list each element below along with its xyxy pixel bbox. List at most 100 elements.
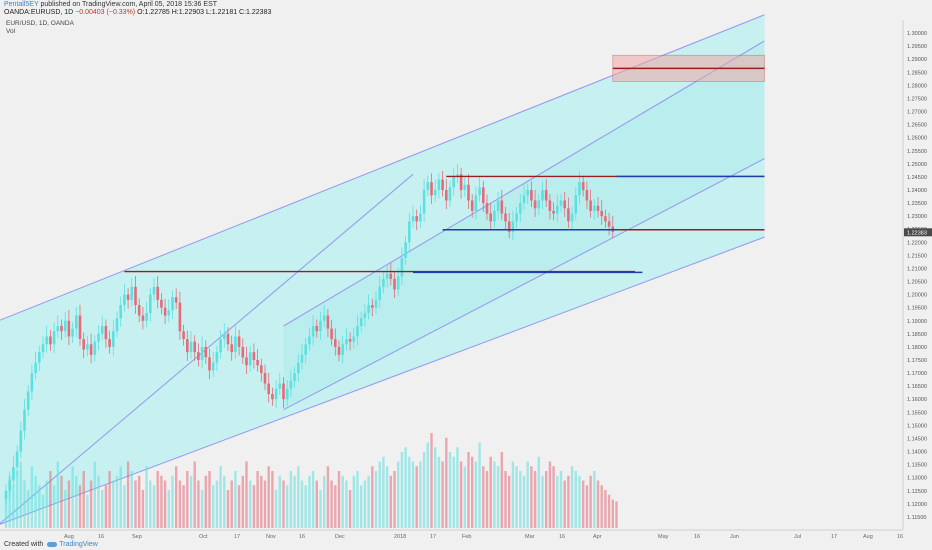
candle-body <box>489 213 492 222</box>
author-link[interactable]: Pentall5EY <box>4 1 39 8</box>
volume-bar <box>182 485 185 528</box>
volume-bar <box>471 456 474 528</box>
candle-body <box>297 362 300 374</box>
volume-bar <box>341 475 344 528</box>
volume-bar <box>441 461 444 528</box>
legend-series[interactable]: EUR/USD, 1D, OANDA <box>6 20 74 27</box>
volume-bar <box>149 480 152 528</box>
volume-bar <box>448 452 452 528</box>
volume-bar <box>23 480 26 528</box>
volume-bar <box>19 461 22 528</box>
volume-bar <box>126 461 130 528</box>
candle-body <box>448 187 452 201</box>
candle-body <box>559 200 563 206</box>
candle-body <box>234 336 237 353</box>
candle-body <box>537 200 541 209</box>
candle-body <box>544 190 548 201</box>
candle-body <box>215 352 219 363</box>
candle-body <box>123 294 126 306</box>
candle-body <box>500 200 504 214</box>
candle-body <box>152 286 156 295</box>
volume-bar <box>611 499 614 528</box>
candle-body <box>193 341 196 353</box>
volume-bar <box>152 485 156 528</box>
price-tick-label: 1.18000 <box>907 345 927 351</box>
legend-volume[interactable]: Vol <box>6 28 16 35</box>
candle-body <box>134 286 137 306</box>
price-tick-label: 1.19500 <box>907 306 927 312</box>
candle-body <box>563 200 566 209</box>
volume-bar <box>385 466 389 528</box>
candle-body <box>149 294 152 313</box>
volume-bar <box>30 466 34 528</box>
candle-body <box>104 326 108 340</box>
volume-bar <box>430 433 433 528</box>
inner-channel-lower-line <box>283 158 765 411</box>
candle-body <box>378 286 381 300</box>
volume-bar <box>382 456 385 528</box>
volume-bar <box>52 485 56 528</box>
time-tick-label: Feb <box>462 534 471 540</box>
candle-body <box>141 315 145 321</box>
volume-bar <box>600 485 603 528</box>
candle-body <box>274 388 278 400</box>
volume-bar <box>230 480 233 528</box>
volume-bar <box>304 485 307 528</box>
volume-bar <box>408 456 411 528</box>
candle-body <box>52 331 56 345</box>
candle-body <box>404 242 407 258</box>
volume-bar <box>393 471 396 528</box>
time-tick-label: Jun <box>730 534 739 540</box>
volume-bar <box>537 456 540 528</box>
candle-body <box>604 216 607 222</box>
price-tick-label: 1.16500 <box>907 384 927 390</box>
time-tick-label: May <box>658 534 669 540</box>
volume-bar <box>112 480 115 528</box>
candle-body <box>356 326 359 337</box>
price-tick-label: 1.30000 <box>907 31 927 37</box>
candle-body <box>422 190 426 214</box>
volume-bar <box>200 490 204 528</box>
volume-bar <box>404 447 407 528</box>
candle-body <box>374 299 378 308</box>
candle-body <box>337 346 341 355</box>
volume-bar <box>263 480 267 528</box>
candle-body <box>200 346 204 360</box>
volume-bar <box>389 475 392 528</box>
candle-body <box>507 221 511 232</box>
candle-body <box>426 182 430 190</box>
candle-body <box>12 467 15 481</box>
candle-body <box>482 187 485 204</box>
candle-body <box>230 344 233 353</box>
candle-body <box>219 339 222 353</box>
candle-body <box>300 354 304 363</box>
volume-bar <box>519 471 522 528</box>
time-tick-label: Aug <box>863 534 873 540</box>
candle-body <box>511 221 515 232</box>
candle-body <box>437 179 441 190</box>
time-tick-label: 16 <box>694 534 700 540</box>
volume-bar <box>226 490 230 528</box>
last-price-tag <box>904 228 932 237</box>
candle-body <box>245 357 248 366</box>
volume-bar <box>27 490 30 528</box>
volume-bar <box>163 480 167 528</box>
volume-bar <box>337 471 341 528</box>
volume-bar <box>38 485 41 528</box>
tradingview-brand[interactable]: TradingView <box>59 541 98 548</box>
candle-body <box>49 336 52 345</box>
volume-bar <box>526 461 529 528</box>
candle-body <box>533 200 537 209</box>
candle-body <box>78 315 82 340</box>
tradingview-logo-icon <box>47 541 58 547</box>
price-tick-label: 1.21500 <box>907 253 927 259</box>
volume-bar <box>434 447 437 528</box>
volume-bar <box>219 466 222 528</box>
candle-body <box>260 365 263 374</box>
volume-bar <box>15 471 19 528</box>
candle-body <box>585 190 589 201</box>
time-tick-label: 17 <box>234 534 240 540</box>
volume-bar <box>563 480 566 528</box>
volume-bar <box>104 485 108 528</box>
